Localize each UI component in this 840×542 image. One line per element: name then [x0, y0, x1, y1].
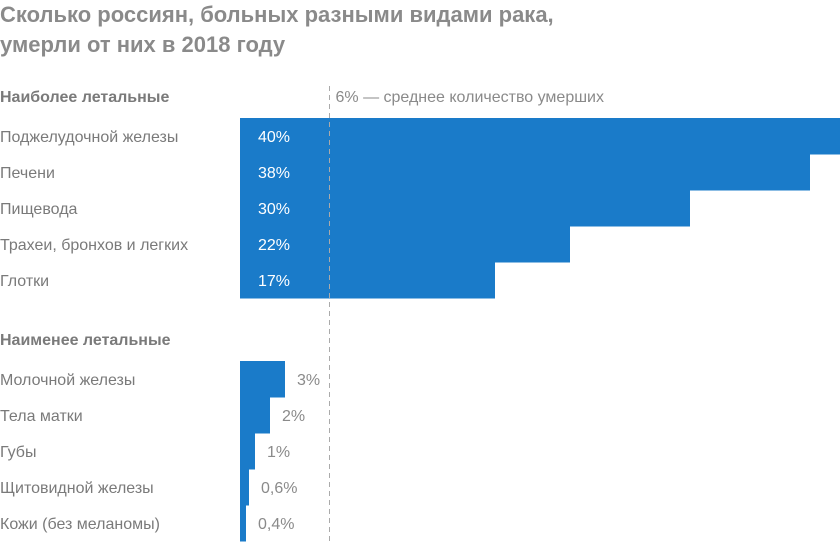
- bar: [240, 154, 810, 191]
- category-label: Молочной железы: [0, 372, 135, 389]
- value-label: 17%: [258, 273, 290, 290]
- bar: [240, 118, 840, 155]
- chart-title-line-2: умерли от них в 2018 году: [0, 32, 286, 57]
- category-label: Губы: [0, 444, 36, 461]
- category-label: Поджелудочной железы: [0, 129, 178, 146]
- bar: [240, 226, 570, 263]
- category-label: Глотки: [0, 273, 49, 290]
- chart-title-line-1: Сколько россиян, больных разными видами …: [0, 2, 554, 27]
- value-label: 0,4%: [258, 516, 294, 533]
- category-label: Печени: [0, 165, 55, 182]
- category-label: Пищевода: [0, 201, 78, 218]
- group-heading: Наименее летальные: [0, 332, 171, 349]
- value-label: 1%: [267, 444, 290, 461]
- group-heading: Наиболее летальные: [0, 89, 169, 106]
- bar: [240, 433, 255, 470]
- category-label: Тела матки: [0, 408, 83, 425]
- bar: [240, 469, 249, 506]
- bar: [240, 505, 246, 542]
- bar: [240, 397, 270, 434]
- reference-line-label: 6% — среднее количество умерших: [336, 89, 605, 106]
- value-label: 3%: [297, 372, 320, 389]
- category-label: Трахеи, бронхов и легких: [0, 237, 188, 254]
- value-label: 30%: [258, 201, 290, 218]
- value-label: 38%: [258, 165, 290, 182]
- category-label: Щитовидной железы: [0, 480, 154, 497]
- bar: [240, 190, 690, 227]
- bar: [240, 361, 285, 398]
- category-label: Кожи (без меланомы): [0, 516, 160, 533]
- bar: [240, 262, 495, 299]
- value-label: 0,6%: [261, 480, 297, 497]
- value-label: 40%: [258, 129, 290, 146]
- value-label: 2%: [282, 408, 305, 425]
- value-label: 22%: [258, 237, 290, 254]
